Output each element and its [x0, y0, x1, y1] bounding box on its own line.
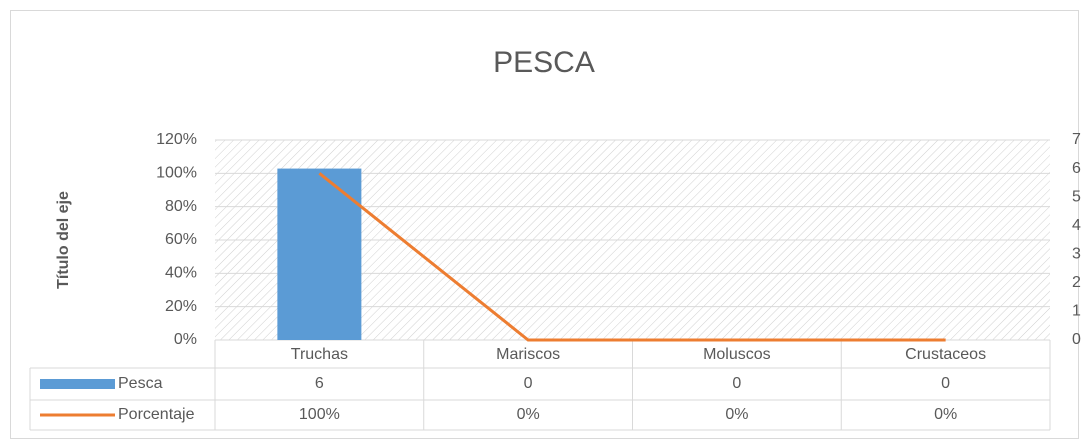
- y-tick-label: 40%: [165, 265, 197, 282]
- bar: [277, 168, 362, 340]
- legend-label: Pesca: [118, 375, 163, 392]
- table-value: 100%: [299, 406, 340, 423]
- chart-title: PESCA: [493, 46, 595, 79]
- x-tick-label: Crustaceos: [905, 346, 986, 363]
- y-tick-label: 20%: [165, 298, 197, 315]
- y-tick-label: 80%: [165, 198, 197, 215]
- y2-tick-label: 2: [1072, 274, 1081, 291]
- legend-label: Porcentaje: [118, 406, 195, 423]
- legend-key: [40, 379, 115, 389]
- table-value: 0%: [934, 406, 957, 423]
- x-tick-label: Mariscos: [496, 346, 560, 363]
- y-tick-label: 60%: [165, 231, 197, 248]
- x-tick-label: Truchas: [291, 346, 348, 363]
- table-value: 0: [732, 375, 741, 392]
- y2-tick-label: 0: [1072, 331, 1081, 348]
- table-value: 0%: [517, 406, 540, 423]
- y-tick-label: 120%: [156, 131, 197, 148]
- y2-tick-label: 6: [1072, 160, 1081, 177]
- y2-tick-label: 4: [1072, 217, 1081, 234]
- y2-tick-label: 1: [1072, 303, 1081, 320]
- table-value: 6: [315, 375, 324, 392]
- table-value: 0: [941, 375, 950, 392]
- y2-tick-label: 5: [1072, 188, 1081, 205]
- table-value: 0: [524, 375, 533, 392]
- y-tick-label: 0%: [174, 331, 197, 348]
- line: [318, 172, 946, 342]
- y-tick-label: 100%: [156, 165, 197, 182]
- x-tick-label: Moluscos: [703, 346, 771, 363]
- y2-tick-label: 7: [1072, 131, 1081, 148]
- y-axis-title: Título del eje: [55, 191, 72, 289]
- table-value: 0%: [725, 406, 748, 423]
- y2-tick-label: 3: [1072, 246, 1081, 263]
